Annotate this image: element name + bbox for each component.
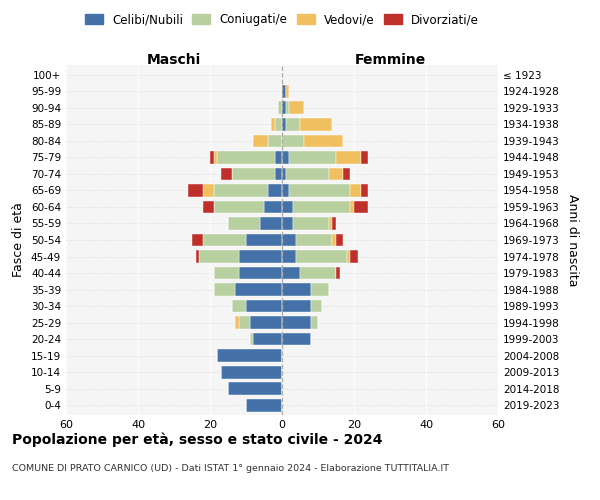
Bar xyxy=(199,250,239,263)
Bar xyxy=(232,300,246,312)
Bar xyxy=(268,184,282,197)
Bar xyxy=(286,118,300,131)
Bar xyxy=(282,316,311,329)
Bar xyxy=(282,200,293,213)
Y-axis label: Anni di nascita: Anni di nascita xyxy=(566,194,579,286)
Bar xyxy=(289,151,336,164)
Bar xyxy=(336,234,343,246)
Bar xyxy=(296,250,347,263)
Bar xyxy=(275,168,282,180)
Bar xyxy=(246,300,282,312)
Bar xyxy=(311,316,318,329)
Bar xyxy=(282,184,289,197)
Text: Popolazione per età, sesso e stato civile - 2024: Popolazione per età, sesso e stato civil… xyxy=(12,432,383,447)
Bar xyxy=(217,151,275,164)
Bar xyxy=(282,85,286,98)
Bar xyxy=(235,283,282,296)
Bar xyxy=(361,151,368,164)
Bar xyxy=(354,200,368,213)
Bar xyxy=(332,217,336,230)
Bar xyxy=(311,300,322,312)
Bar xyxy=(329,217,332,230)
Bar xyxy=(282,332,311,345)
Bar xyxy=(275,118,282,131)
Bar xyxy=(214,184,268,197)
Bar xyxy=(221,366,282,378)
Bar xyxy=(289,184,350,197)
Bar xyxy=(282,102,286,114)
Bar xyxy=(239,250,282,263)
Bar xyxy=(271,118,275,131)
Bar xyxy=(286,85,289,98)
Bar xyxy=(250,332,253,345)
Text: COMUNE DI PRATO CARNICO (UD) - Dati ISTAT 1° gennaio 2024 - Elaborazione TUTTITA: COMUNE DI PRATO CARNICO (UD) - Dati ISTA… xyxy=(12,464,449,473)
Bar xyxy=(282,300,311,312)
Bar xyxy=(228,217,260,230)
Bar xyxy=(289,102,304,114)
Bar xyxy=(350,250,358,263)
Bar xyxy=(214,151,217,164)
Bar xyxy=(304,134,343,147)
Bar xyxy=(260,217,282,230)
Bar xyxy=(282,118,286,131)
Bar xyxy=(350,184,361,197)
Bar xyxy=(282,234,296,246)
Bar xyxy=(282,266,300,280)
Bar xyxy=(214,200,264,213)
Y-axis label: Fasce di età: Fasce di età xyxy=(13,202,25,278)
Bar xyxy=(232,168,275,180)
Bar xyxy=(282,250,296,263)
Bar xyxy=(311,283,329,296)
Bar xyxy=(250,316,282,329)
Bar xyxy=(282,168,286,180)
Bar xyxy=(217,349,282,362)
Bar xyxy=(196,250,199,263)
Legend: Celibi/Nubili, Coniugati/e, Vedovi/e, Divorziati/e: Celibi/Nubili, Coniugati/e, Vedovi/e, Di… xyxy=(80,8,484,31)
Bar xyxy=(293,200,350,213)
Text: Femmine: Femmine xyxy=(355,52,425,66)
Bar xyxy=(286,168,329,180)
Bar xyxy=(239,316,250,329)
Bar xyxy=(278,102,282,114)
Bar xyxy=(253,332,282,345)
Bar xyxy=(246,398,282,411)
Bar xyxy=(214,283,235,296)
Bar xyxy=(228,382,282,395)
Bar xyxy=(275,151,282,164)
Bar xyxy=(221,168,232,180)
Bar xyxy=(253,134,268,147)
Bar xyxy=(188,184,203,197)
Bar xyxy=(203,234,246,246)
Text: Maschi: Maschi xyxy=(147,52,201,66)
Bar xyxy=(268,134,282,147)
Bar xyxy=(210,151,214,164)
Bar xyxy=(239,266,282,280)
Bar xyxy=(336,151,361,164)
Bar xyxy=(347,250,350,263)
Bar xyxy=(203,200,214,213)
Bar xyxy=(282,217,293,230)
Bar xyxy=(246,234,282,246)
Bar xyxy=(286,102,289,114)
Bar xyxy=(235,316,239,329)
Bar xyxy=(264,200,282,213)
Bar xyxy=(282,283,311,296)
Bar xyxy=(300,266,336,280)
Bar xyxy=(293,217,329,230)
Bar xyxy=(282,151,289,164)
Bar xyxy=(343,168,350,180)
Bar xyxy=(214,266,239,280)
Bar xyxy=(300,118,332,131)
Bar xyxy=(329,168,343,180)
Bar xyxy=(361,184,368,197)
Bar xyxy=(282,134,304,147)
Bar xyxy=(350,200,354,213)
Bar xyxy=(296,234,332,246)
Bar xyxy=(203,184,214,197)
Bar xyxy=(332,234,336,246)
Bar xyxy=(336,266,340,280)
Bar xyxy=(192,234,203,246)
